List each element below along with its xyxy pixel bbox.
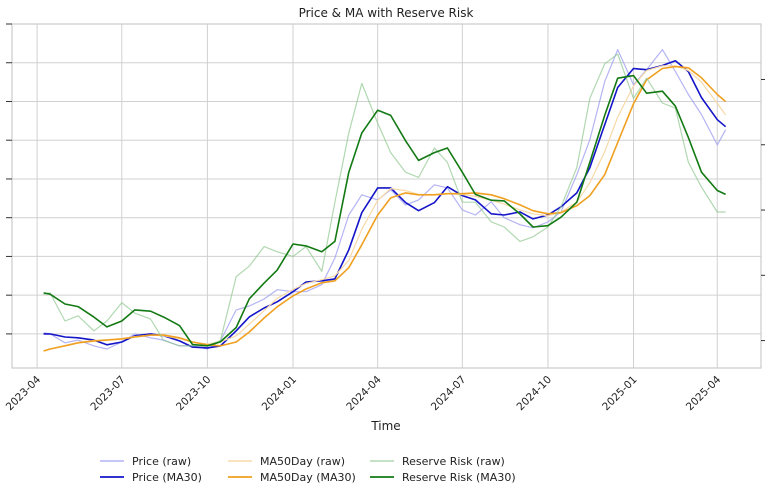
series-line-ma50day-raw xyxy=(43,65,727,352)
plot-frame xyxy=(11,23,762,369)
x-tick-label: 2024-07 xyxy=(429,374,469,414)
x-tick-label: 2023-04 xyxy=(4,373,44,413)
x-tick-label: 2024-10 xyxy=(515,374,555,414)
grid xyxy=(12,23,761,368)
x-tick-label: 2024-01 xyxy=(260,374,300,414)
chart-title: Price & MA with Reserve Risk xyxy=(299,6,474,20)
legend-label-reserve-risk-ma30: Reserve Risk (MA30) xyxy=(402,471,516,484)
legend-label-ma50day-raw: MA50Day (raw) xyxy=(260,455,345,468)
legend: Price (raw) Price (MA30) MA50Day (raw) MA50… xyxy=(100,455,516,484)
x-tick-label: 2025-01 xyxy=(600,374,640,414)
legend-label-price-ma30: Price (MA30) xyxy=(132,471,202,484)
x-axis-label: Time xyxy=(370,419,400,433)
x-tick-label: 2023-07 xyxy=(88,374,128,414)
x-tick-label: 2023-10 xyxy=(174,374,214,414)
x-tick-label: 2024-04 xyxy=(344,373,384,413)
series-line-ma50day-ma30 xyxy=(43,65,727,352)
series-line-reserve-risk-ma30 xyxy=(43,74,726,347)
series-line-price-ma30 xyxy=(43,59,727,349)
series-line-reserve-risk-raw xyxy=(43,53,726,347)
series-lines xyxy=(43,48,727,352)
legend-label-ma50day-ma30: MA50Day (MA30) xyxy=(260,471,356,484)
legend-label-reserve-risk-raw: Reserve Risk (raw) xyxy=(402,455,505,468)
axis-ticks: 2023-04 2023-07 2023-10 2024-01 2024-04 2024-… xyxy=(4,23,765,414)
legend-label-price-raw: Price (raw) xyxy=(132,455,191,468)
x-tick-label: 2025-04 xyxy=(684,373,724,413)
series-line-price-raw xyxy=(43,48,727,350)
